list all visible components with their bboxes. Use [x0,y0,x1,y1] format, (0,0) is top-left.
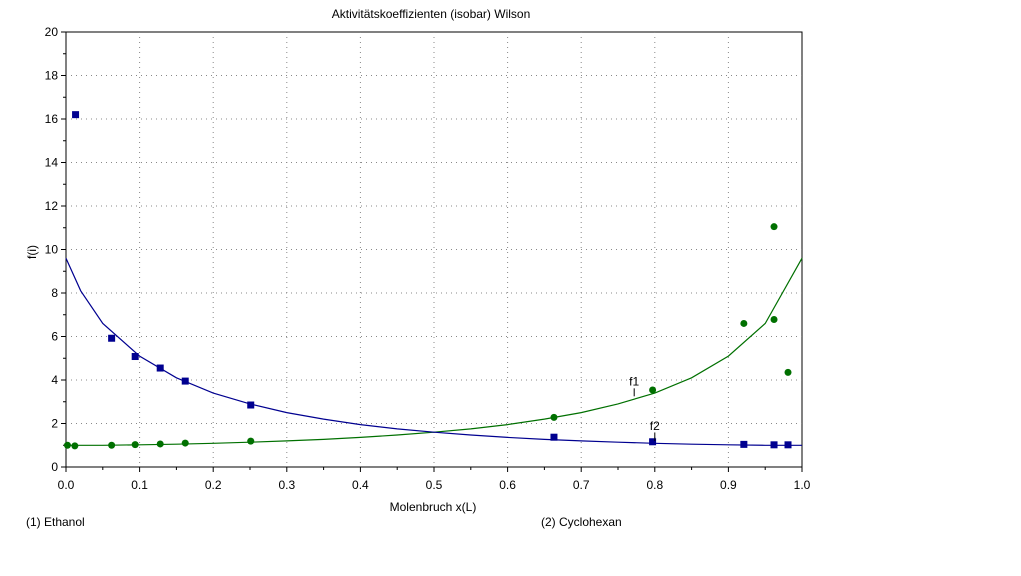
point-f1 [740,319,748,327]
point-f2 [156,364,164,372]
data-points [63,111,792,450]
point-f2 [770,441,778,449]
point-f1 [71,442,79,450]
point-f2 [131,353,139,361]
y-axis-label: f(i) [25,245,39,259]
series-labels: f1 f2 [629,374,660,441]
point-f1 [181,439,189,447]
component-2-label: (2) Cyclohexan [541,515,622,529]
series-label-f1: f1 [629,374,639,388]
point-f2 [181,377,189,385]
x-tick-label: 0.3 [278,478,295,492]
x-tick-label: 0.0 [58,478,75,492]
y-tick-label: 8 [51,286,58,300]
y-tick-label: 12 [45,199,59,213]
point-f1 [131,441,139,449]
axis-ticks: 0.0 0.1 0.2 0.3 0.4 0.5 0.6 0.7 0.8 0.9 1.0 0 2 4 6 8 10… [45,25,811,492]
y-tick-label: 14 [45,156,59,170]
point-f1 [784,368,792,376]
component-1-label: (1) Ethanol [26,515,85,529]
y-tick-label: 16 [45,112,59,126]
point-f2 [740,440,748,448]
series-label-f2: f2 [650,419,660,433]
y-tick-label: 0 [51,460,58,474]
point-f1 [156,440,164,448]
x-tick-label: 0.4 [352,478,369,492]
y-tick-label: 2 [51,417,58,431]
chart-title: Aktivitätskoeffizienten (isobar) Wilson [332,7,531,21]
plot-area [65,31,803,468]
point-f1 [63,441,71,449]
point-f1 [770,316,778,324]
point-f2 [108,334,116,342]
point-f1 [770,223,778,231]
x-tick-label: 0.6 [499,478,516,492]
y-tick-label: 6 [51,330,58,344]
point-f2 [649,438,657,446]
y-tick-label: 18 [45,69,59,83]
point-f1 [108,441,116,449]
x-tick-label: 0.5 [426,478,443,492]
point-f2 [247,401,255,409]
point-f1 [649,386,657,394]
y-tick-label: 10 [45,243,59,257]
x-tick-label: 0.7 [573,478,590,492]
point-f1 [247,437,255,445]
x-tick-label: 0.2 [205,478,222,492]
x-tick-label: 0.1 [131,478,148,492]
x-tick-label: 0.8 [646,478,663,492]
point-f2 [784,441,792,449]
x-axis-label: Molenbruch x(L) [390,500,477,514]
y-tick-label: 20 [45,25,59,39]
y-tick-label: 4 [51,373,58,387]
point-f1 [550,413,558,421]
point-f2 [550,433,558,441]
x-tick-label: 0.9 [720,478,737,492]
x-tick-label: 1.0 [794,478,811,492]
point-f2 [72,111,80,119]
